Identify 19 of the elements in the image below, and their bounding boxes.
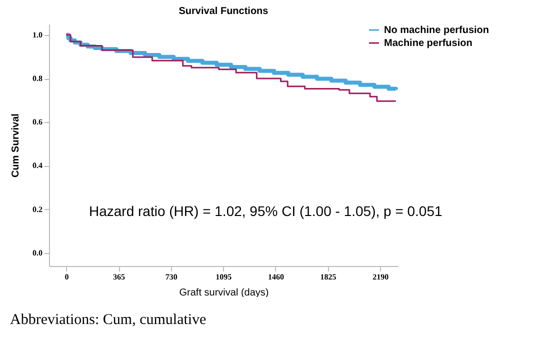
y-axis-title: Cum Survival [10, 113, 22, 178]
y-tick-label: 0.0 [32, 248, 42, 258]
x-tick-label: 1095 [216, 272, 232, 282]
x-tick-label: 2190 [372, 272, 389, 282]
legend-label: No machine perfusion [384, 25, 490, 36]
x-tick-label: 0 [64, 272, 69, 282]
y-tick-label: 0.4 [32, 161, 42, 170]
text: Abbreviations: Cum, cumulative [10, 312, 206, 329]
chart-title: Survival Functions [178, 6, 269, 17]
y-tick-label: 0.8 [32, 74, 42, 84]
x-tick-label: 1825 [320, 272, 336, 282]
y-tick-label: 1.0 [32, 30, 42, 40]
annotation: Hazard ratio (HR) = 1.02, 95% CI (1.00 - 1.05), p = 0.051 [89, 203, 442, 219]
x-tick-label: 365 [113, 272, 126, 282]
legend-label: Machine perfusion [384, 38, 472, 49]
x-tick-label: 730 [165, 272, 178, 282]
x-tick-label: 1460 [268, 272, 284, 282]
y-tick-label: 0.6 [32, 118, 42, 127]
y-tick-label: 0.2 [32, 204, 42, 214]
